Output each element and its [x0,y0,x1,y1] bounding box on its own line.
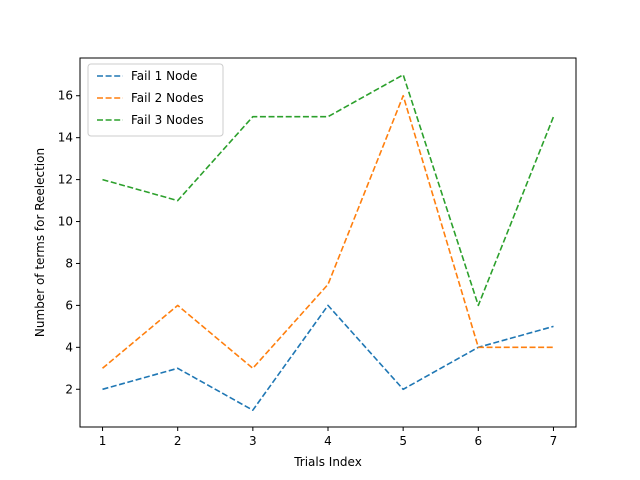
series-line-3 [102,74,555,307]
series-lines [101,74,555,412]
legend: Fail 1 Node Fail 2 Nodes Fail 3 Nodes [87,63,224,137]
legend-label-2: Fail 2 Nodes [131,91,204,105]
x-tick-label: 7 [550,434,558,448]
x-tick-label: 2 [174,434,182,448]
y-tick-label: 16 [58,89,73,103]
y-axis-label: Number of terms for Reelection [33,148,47,337]
y-axis-ticks: 2 4 6 8 10 12 14 16 [58,89,80,396]
legend-label-1: Fail 1 Node [131,69,197,83]
x-tick-label: 6 [474,434,482,448]
legend-label-3: Fail 3 Nodes [131,113,204,127]
y-tick-label: 14 [58,131,73,145]
x-tick-label: 3 [249,434,257,448]
x-tick-label: 5 [399,434,407,448]
y-tick-label: 6 [65,298,73,312]
y-tick-label: 4 [65,340,73,354]
series-line-1 [102,304,554,412]
series-line-2 [101,94,554,370]
x-axis-ticks: 1 2 3 4 5 6 7 [99,427,558,448]
legend-box [87,63,224,137]
x-axis-label: Trials Index [293,455,362,469]
y-tick-label: 8 [65,256,73,270]
y-tick-label: 2 [65,382,73,396]
y-tick-label: 12 [58,173,73,187]
x-tick-label: 1 [99,434,107,448]
x-tick-label: 4 [324,434,332,448]
y-tick-label: 10 [58,215,73,229]
